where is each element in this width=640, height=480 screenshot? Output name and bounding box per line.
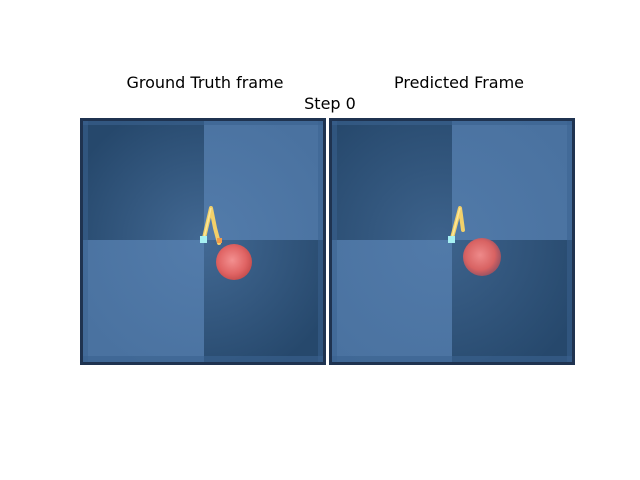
predicted-frame — [329, 118, 575, 365]
target-ball-icon — [216, 244, 252, 280]
predicted-frame-title: Predicted Frame — [393, 73, 525, 92]
ground-truth-frame — [80, 118, 326, 365]
reacher-arm-icon — [200, 206, 222, 245]
step-label: Step 0 — [304, 94, 356, 113]
ground-truth-scene — [80, 118, 326, 365]
target-ball-icon — [463, 238, 501, 276]
predicted-scene — [329, 118, 575, 365]
reacher-arm-icon — [448, 206, 465, 243]
ground-truth-title: Ground Truth frame — [126, 73, 284, 92]
